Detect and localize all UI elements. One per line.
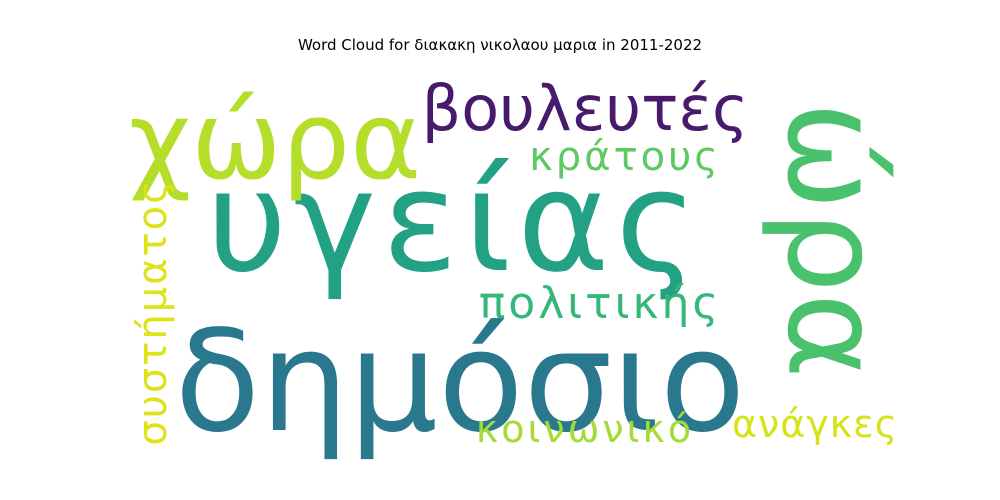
word-10: ανάγκες: [732, 402, 898, 446]
word-6: κράτους: [529, 134, 721, 180]
word-9: κοινωνικό: [476, 407, 694, 451]
word-5: ώρα: [758, 101, 910, 378]
word-7: πολιτικής: [479, 278, 721, 329]
word-2: δημόσιο: [175, 301, 746, 464]
chart-title: Word Cloud for διακακη νικολαου μαρια in…: [297, 36, 703, 54]
word-3: χώρα: [129, 79, 422, 204]
word-4: βουλευτές: [422, 72, 749, 145]
word-1: υγείας: [206, 141, 703, 304]
word-8: συστήματος: [130, 178, 176, 445]
